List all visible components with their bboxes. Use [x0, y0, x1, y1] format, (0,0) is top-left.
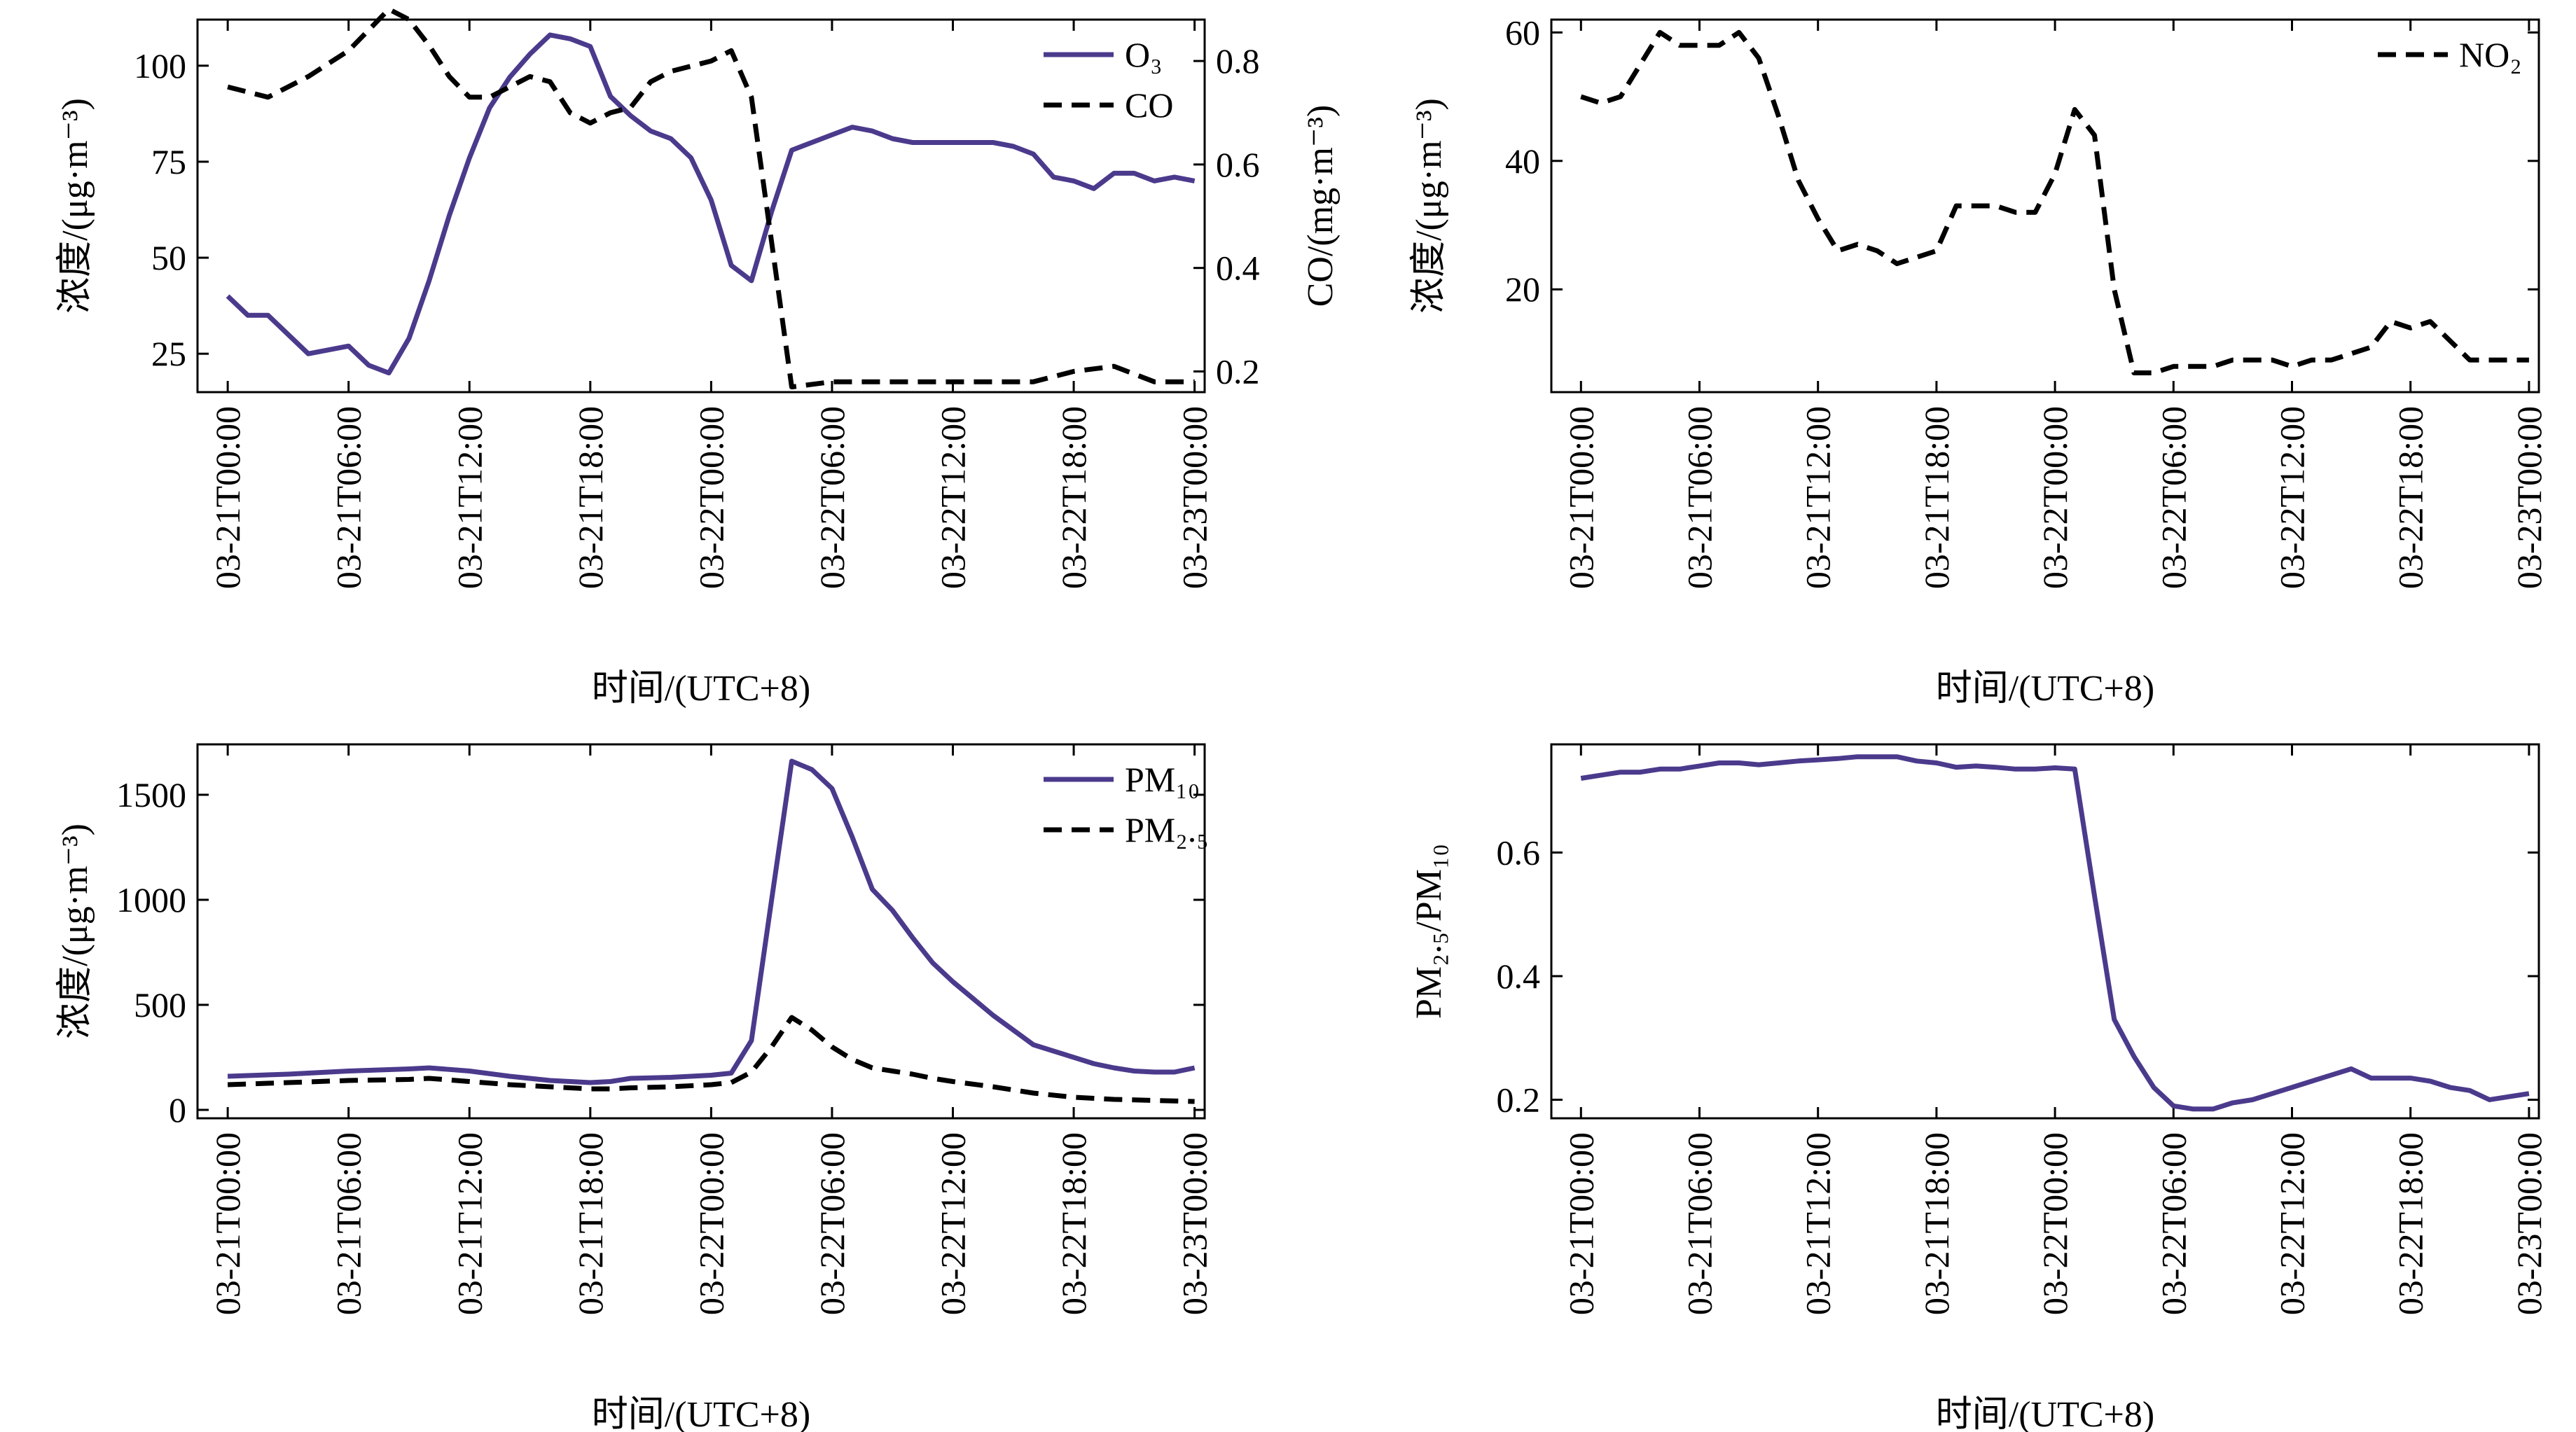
x-tick-label: 03-22T18:00	[2391, 1132, 2430, 1315]
chart-panel-top-left: 03-21T00:00 03-21T06:00 03-21T12:00 03-21T1…	[55, 6, 1341, 709]
x-tick-label: 03-21T18:00	[1917, 406, 1956, 589]
y-tick-label: 0.6	[1497, 833, 1541, 872]
x-tick-label: 03-21T18:00	[571, 1132, 610, 1315]
y2-tick-label: 0.6	[1216, 145, 1260, 184]
y2-tick-label: 0.4	[1216, 249, 1260, 288]
plot-frame	[1550, 743, 2540, 1120]
x-tick-label: 03-21T06:00	[1680, 406, 1719, 589]
x-axis-title: 时间/(UTC+8)	[1936, 1395, 2154, 1432]
x-tick-label: 03-22T18:00	[1054, 1132, 1093, 1315]
legend-label: O₃	[1125, 35, 1163, 74]
series-line-1	[227, 6, 1195, 390]
x-tick-label: 03-22T06:00	[2154, 406, 2193, 589]
x-tick-label: 03-22T12:00	[2273, 406, 2312, 589]
y-tick-label: 0.4	[1497, 957, 1541, 996]
y-axis-title: 浓度/(μg·m⁻³)	[55, 823, 95, 1039]
x-tick-label: 03-21T18:00	[1917, 1132, 1956, 1315]
x-tick-label: 03-21T12:00	[1799, 406, 1838, 589]
y-tick-label: 60	[1505, 13, 1540, 52]
plot-frame	[196, 18, 1206, 394]
y-tick-label: 75	[151, 142, 186, 181]
series-line-0	[227, 758, 1196, 1085]
series-line-0	[226, 32, 1196, 376]
x-tick-label: 03-22T12:00	[2273, 1132, 2312, 1315]
chart-panel-bottom-right: 03-21T00:00 03-21T06:00 03-21T12:00 03-21T1…	[1409, 743, 2549, 1432]
x-tick-label: 03-22T00:00	[691, 406, 730, 589]
x-tick-label: 03-21T06:00	[1680, 1132, 1719, 1315]
x-tick-label: 03-23T00:00	[2509, 406, 2549, 589]
y-tick-label: 100	[134, 46, 186, 85]
y-axis-title: PM₂.₅/PM₁₀	[1409, 844, 1449, 1019]
x-tick-label: 03-23T00:00	[2509, 1132, 2549, 1315]
x-tick-label: 03-22T00:00	[2035, 406, 2075, 589]
chart-panel-top-right: 03-21T00:00 03-21T06:00 03-21T12:00 03-21T1…	[1409, 13, 2549, 709]
x-tick-label: 03-21T12:00	[1799, 1132, 1838, 1315]
y-tick-label: 0.2	[1497, 1080, 1541, 1120]
x-tick-label: 03-22T18:00	[1054, 406, 1093, 589]
x-tick-label: 03-21T18:00	[571, 406, 610, 589]
x-tick-label: 03-21T00:00	[1561, 406, 1600, 589]
y-tick-label: 20	[1505, 270, 1540, 309]
x-tick-label: 03-22T06:00	[812, 406, 852, 589]
x-tick-label: 03-21T06:00	[329, 406, 368, 589]
x-tick-label: 03-21T06:00	[329, 1132, 368, 1315]
y-tick-label: 25	[151, 334, 186, 373]
x-tick-label: 03-21T00:00	[208, 406, 247, 589]
x-axis-title: 时间/(UTC+8)	[592, 1395, 810, 1432]
x-axis-title: 时间/(UTC+8)	[592, 669, 810, 709]
y-axis-title: 浓度/(μg·m⁻³)	[55, 98, 95, 314]
x-tick-label: 03-21T12:00	[450, 406, 489, 589]
plot-frame	[1550, 18, 2540, 394]
x-tick-label: 03-21T00:00	[208, 1132, 247, 1315]
plot-frame	[196, 743, 1206, 1120]
series-line-1	[227, 1015, 1195, 1104]
x-tick-label: 03-22T00:00	[691, 1132, 730, 1315]
y2-axis-title: CO/(mg·m⁻³)	[1301, 105, 1341, 307]
y-tick-label: 1000	[116, 880, 186, 919]
x-tick-label: 03-22T00:00	[2035, 1132, 2075, 1315]
x-tick-label: 03-22T06:00	[2154, 1132, 2193, 1315]
y-axis-title: 浓度/(μg·m⁻³)	[1409, 98, 1449, 314]
legend-label: NO₂	[2459, 35, 2522, 74]
x-tick-label: 03-21T00:00	[1561, 1132, 1600, 1315]
x-tick-label: 03-22T12:00	[934, 1132, 973, 1315]
y-tick-label: 1500	[116, 775, 186, 814]
chart-panel-bottom-left: 03-21T00:00 03-21T06:00 03-21T12:00 03-21T1…	[55, 743, 1214, 1432]
x-tick-label: 03-21T12:00	[450, 1132, 489, 1315]
x-tick-label: 03-23T00:00	[1175, 406, 1214, 589]
x-tick-label: 03-22T18:00	[2391, 406, 2430, 589]
x-tick-label: 03-22T06:00	[812, 1132, 852, 1315]
legend-label: PM₂.₅	[1125, 810, 1209, 849]
series-line-0	[1580, 29, 2529, 375]
y2-tick-label: 0.2	[1216, 352, 1260, 391]
legend-label: CO	[1125, 85, 1173, 125]
y-tick-label: 50	[151, 238, 186, 277]
series-line-0	[1580, 754, 2530, 1112]
x-tick-label: 03-22T12:00	[934, 406, 973, 589]
y-tick-label: 40	[1505, 141, 1540, 181]
x-tick-label: 03-23T00:00	[1175, 1132, 1214, 1315]
legend-label: PM₁₀	[1125, 760, 1200, 799]
x-axis-title: 时间/(UTC+8)	[1936, 669, 2154, 709]
y-tick-label: 500	[134, 985, 186, 1024]
y-tick-label: 0	[169, 1090, 186, 1129]
y2-tick-label: 0.8	[1216, 41, 1260, 81]
